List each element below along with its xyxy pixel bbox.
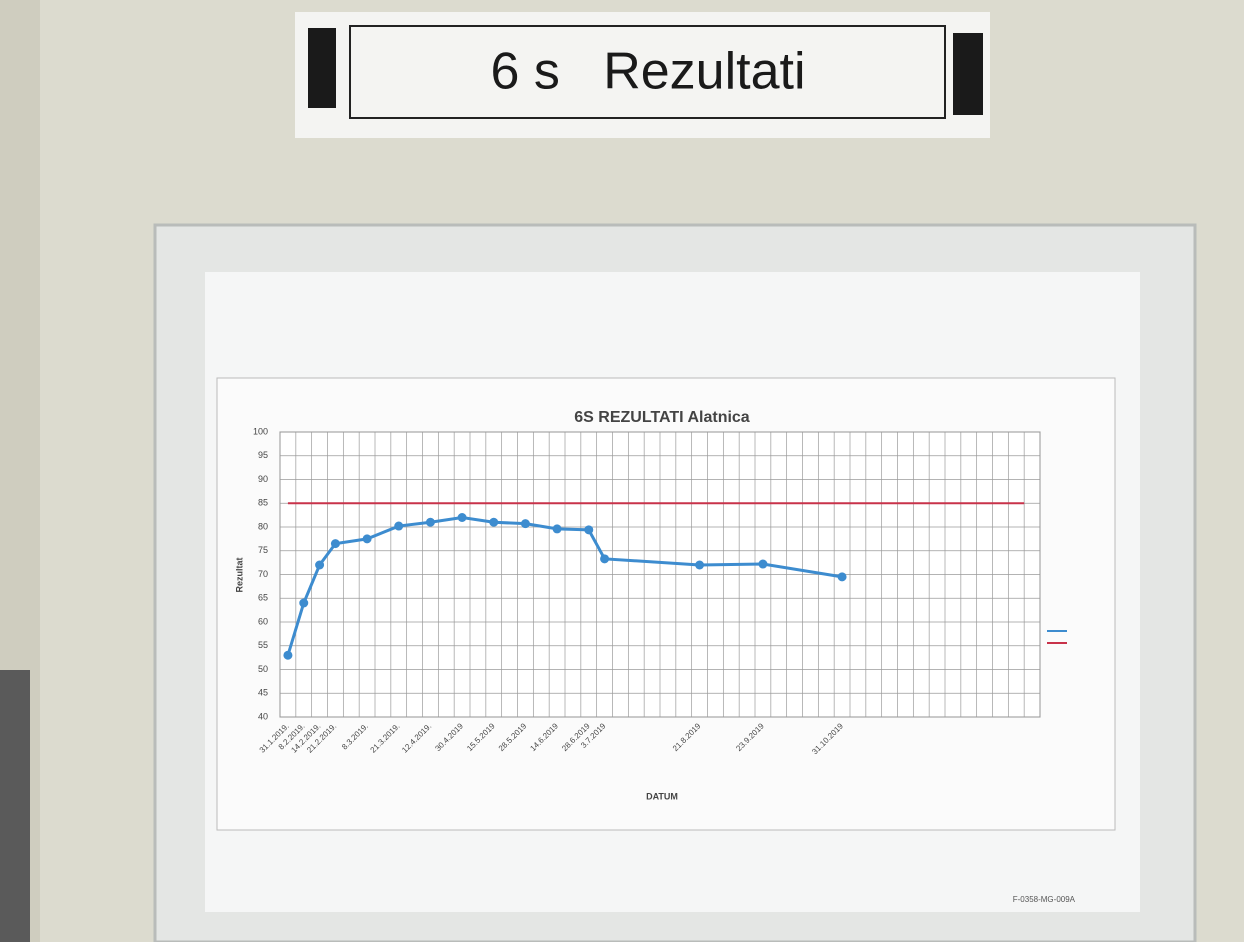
y-tick-label: 75 [258,545,268,555]
page: 6 s Rezultati 6S REZULTATI Alatnica Rezu… [0,0,1244,942]
y-tick-label: 95 [258,450,268,460]
y-tick-label: 100 [253,426,268,436]
data-point [426,518,435,527]
y-tick-label: 45 [258,688,268,698]
y-tick-label: 80 [258,521,268,531]
y-axis-label: Rezultat [234,557,244,592]
data-point [363,534,372,543]
data-point [394,522,403,531]
x-axis-label: DATUM [646,791,678,801]
y-tick-label: 65 [258,593,268,603]
data-point [553,524,562,533]
data-point [489,518,498,527]
sign-tab [308,28,336,108]
data-point [838,572,847,581]
data-point [600,554,609,563]
sign-tab [953,33,983,115]
data-point [283,651,292,660]
plot: 40455055606570758085909510031.1.2019.8.2… [253,426,1040,756]
form-code: F-0358-MG-009A [1013,895,1076,904]
y-tick-label: 90 [258,474,268,484]
data-point [521,519,530,528]
data-point [584,525,593,534]
data-point [758,560,767,569]
data-point [299,599,308,608]
data-point [695,561,704,570]
y-tick-label: 50 [258,664,268,674]
floor [0,670,30,942]
data-point [315,561,324,570]
y-tick-label: 55 [258,640,268,650]
photo: 6 s Rezultati 6S REZULTATI Alatnica Rezu… [0,0,1244,942]
y-tick-label: 60 [258,616,268,626]
chart-title: 6S REZULTATI Alatnica [574,409,750,426]
data-point [331,539,340,548]
y-tick-label: 70 [258,569,268,579]
y-tick-label: 40 [258,711,268,721]
data-point [458,513,467,522]
sign-title: 6 s Rezultati [490,43,805,101]
y-tick-label: 85 [258,498,268,508]
